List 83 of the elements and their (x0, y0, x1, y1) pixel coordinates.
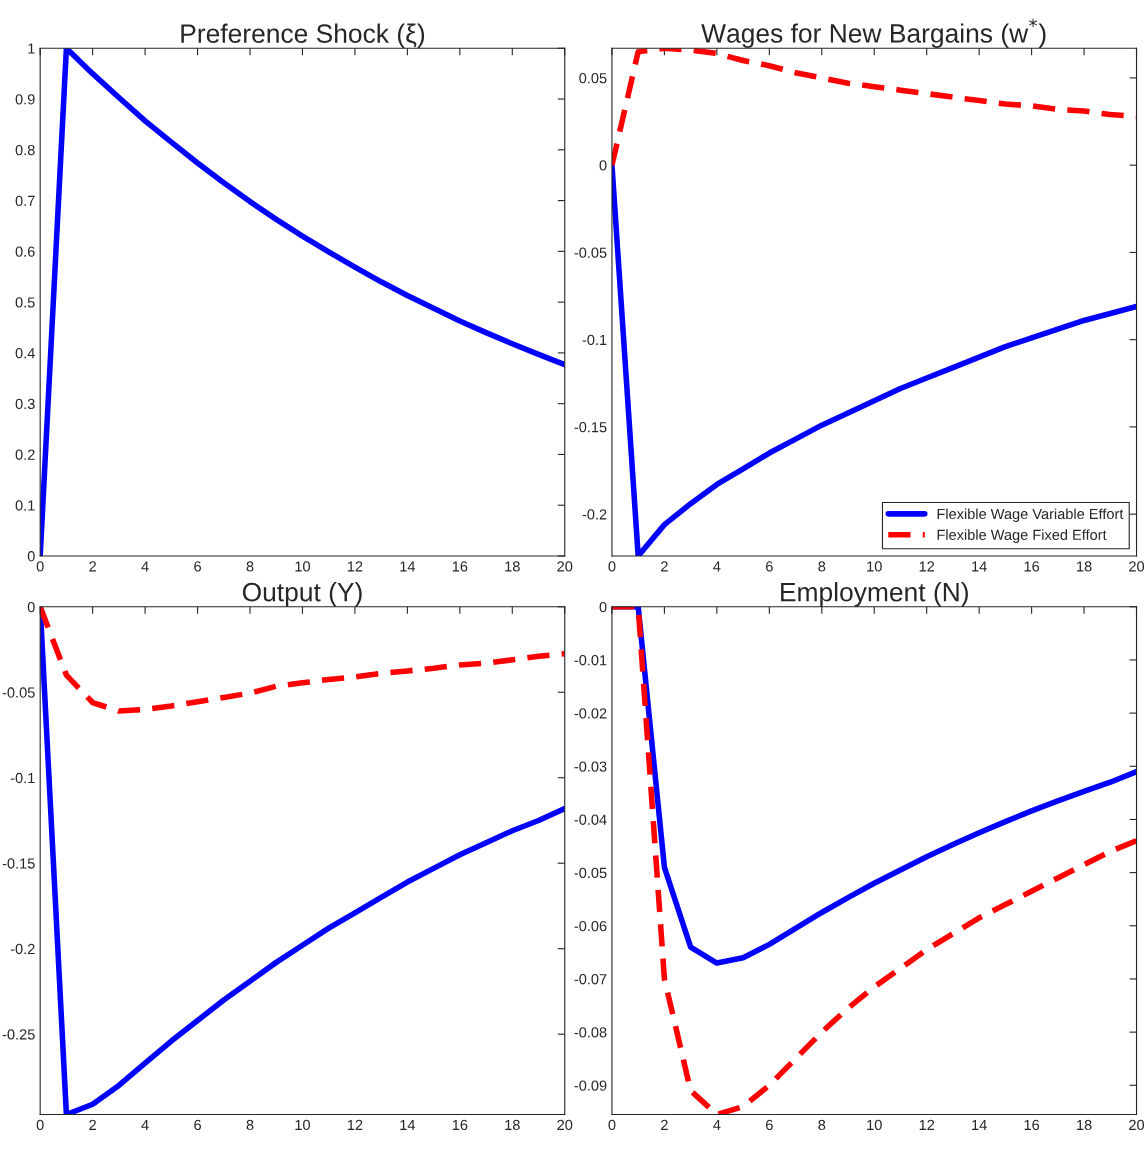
x-tick-label: 14 (972, 1119, 987, 1130)
y-tick-label: -0.01 (574, 655, 607, 666)
x-tick-label: 10 (295, 561, 310, 572)
y-tick-label: 0 (599, 601, 607, 613)
x-tick-label: 2 (89, 1119, 96, 1130)
y-tick-label: 0.5 (15, 297, 35, 308)
x-tick-label: 2 (661, 1119, 668, 1130)
x-tick-label: 20 (1129, 561, 1145, 572)
chart-title: Employment (N) (781, 582, 968, 607)
x-tick-label: 0 (36, 561, 44, 572)
x-tick-label: 18 (1077, 1119, 1092, 1131)
y-tick-label: 0.9 (15, 94, 35, 105)
y-tick-label: 0 (27, 601, 35, 613)
x-tick-label: 6 (766, 561, 773, 572)
x-tick-label: 16 (452, 1119, 468, 1131)
x-tick-label: 4 (713, 561, 721, 572)
y-tick-label: -0.08 (574, 1027, 607, 1038)
x-tick-label: 10 (867, 561, 882, 572)
x-tick-label: 18 (505, 1119, 520, 1131)
x-tick-label: 12 (347, 561, 363, 572)
y-tick-label: 0.8 (15, 144, 35, 156)
chart-title: Wages for New Bargains (w$^{*}$) (701, 18, 1046, 48)
y-tick-label: -0.05 (2, 687, 35, 698)
x-tick-label: 4 (713, 1119, 721, 1130)
x-tick-label: 18 (1077, 561, 1092, 572)
y-tick-label: -0.03 (574, 761, 607, 772)
x-tick-label: 6 (194, 561, 201, 572)
x-tick-label: 20 (1129, 1119, 1145, 1131)
y-tick-label: -0.1 (582, 334, 607, 346)
x-tick-label: 14 (972, 561, 987, 572)
y-tick-label: 0 (27, 551, 35, 562)
x-tick-label: 8 (246, 1119, 254, 1131)
x-tick-label: 14 (400, 1119, 416, 1130)
y-tick-label: -0.15 (2, 858, 35, 869)
x-tick-label: 4 (141, 561, 149, 572)
y-tick-label: -0.07 (574, 974, 607, 985)
y-tick-label: -0.05 (574, 247, 607, 258)
x-tick-label: 0 (36, 1119, 44, 1131)
y-tick-label: 1 (28, 43, 35, 54)
y-tick-label: 0 (599, 160, 607, 171)
legend-label: Flexible Wage Variable Effort (937, 508, 1124, 522)
y-tick-label: -0.04 (574, 814, 607, 825)
x-tick-label: 10 (295, 1119, 310, 1131)
y-tick-label: 0.2 (15, 449, 35, 460)
x-tick-label: 16 (1024, 1119, 1040, 1131)
x-tick-label: 6 (766, 1119, 773, 1131)
y-tick-label: -0.2 (582, 509, 607, 520)
x-tick-label: 20 (557, 1119, 573, 1131)
x-tick-label: 12 (347, 1119, 363, 1130)
x-tick-label: 18 (505, 561, 520, 572)
x-tick-label: 16 (452, 561, 468, 572)
x-tick-label: 2 (89, 561, 96, 572)
y-tick-label: 0.6 (15, 246, 35, 257)
x-tick-label: 4 (141, 1119, 149, 1130)
x-tick-label: 0 (608, 1119, 616, 1131)
chart-title: Preference Shock (ξ) (181, 23, 425, 49)
y-tick-label: -0.15 (574, 421, 607, 433)
y-tick-label: 0.7 (15, 195, 35, 207)
x-tick-label: 8 (246, 561, 254, 572)
y-tick-label: 0.3 (15, 398, 35, 410)
y-tick-label: -0.09 (574, 1080, 607, 1091)
y-tick-label: 0.05 (579, 73, 607, 84)
x-tick-label: 8 (818, 1119, 826, 1131)
x-tick-label: 12 (919, 1119, 935, 1130)
x-tick-label: 6 (194, 1119, 201, 1131)
x-tick-label: 14 (400, 561, 416, 572)
chart-title: Output (Y) (242, 582, 362, 607)
y-tick-label: -0.02 (574, 708, 607, 719)
y-tick-label: -0.05 (574, 867, 607, 879)
legend-label: Flexible Wage Fixed Effort (937, 529, 1107, 543)
y-tick-label: -0.1 (10, 772, 35, 784)
y-tick-label: 0.1 (15, 500, 35, 511)
x-tick-label: 20 (557, 561, 573, 572)
y-tick-label: -0.25 (2, 1029, 35, 1040)
x-tick-label: 10 (867, 1119, 882, 1131)
y-tick-label: -0.2 (10, 943, 35, 955)
y-tick-label: -0.06 (574, 920, 607, 932)
x-tick-label: 16 (1024, 561, 1040, 572)
x-tick-label: 2 (661, 561, 668, 572)
y-tick-label: 0.4 (15, 348, 35, 359)
x-tick-label: 12 (919, 561, 935, 572)
x-tick-label: 8 (818, 561, 826, 572)
x-tick-label: 0 (608, 561, 616, 572)
